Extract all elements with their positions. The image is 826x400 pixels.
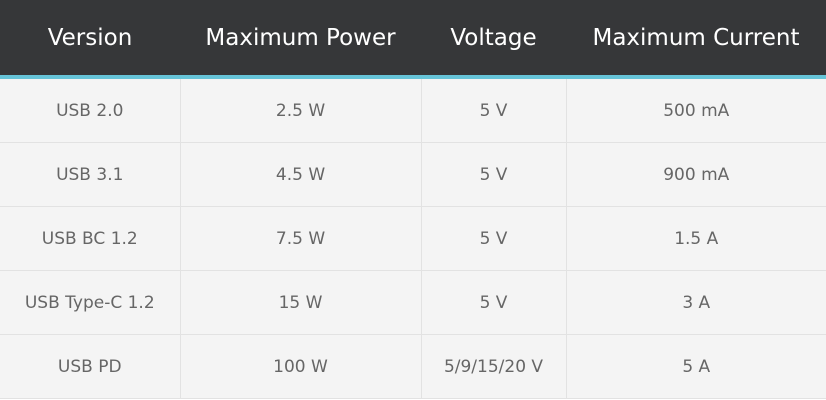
cell-maximum-power: 15 W: [179, 270, 422, 335]
cell-maximum-power: 2.5 W: [179, 77, 422, 143]
cell-maximum-current: 1.5 A: [565, 206, 826, 271]
header-row: Version Maximum Power Voltage Maximum Cu…: [0, 0, 826, 79]
cell-version: USB 2.0: [0, 77, 181, 143]
header-version: Version: [0, 0, 180, 79]
cell-voltage: 5 V: [420, 206, 567, 271]
cell-maximum-power: 100 W: [179, 334, 422, 399]
header-voltage: Voltage: [421, 0, 566, 79]
cell-version: USB 3.1: [0, 142, 181, 207]
cell-maximum-power: 7.5 W: [179, 206, 422, 271]
cell-maximum-current: 3 A: [565, 270, 826, 335]
cell-version: USB BC 1.2: [0, 206, 181, 271]
cell-voltage: 5 V: [420, 270, 567, 335]
cell-version: USB PD: [0, 334, 181, 399]
cell-voltage: 5 V: [420, 77, 567, 143]
cell-maximum-current: 900 mA: [565, 142, 826, 207]
header-maximum-power: Maximum Power: [180, 0, 421, 79]
cell-maximum-current: 5 A: [565, 334, 826, 399]
cell-voltage: 5/9/15/20 V: [420, 334, 567, 399]
cell-maximum-current: 500 mA: [565, 77, 826, 143]
header-maximum-current: Maximum Current: [566, 0, 826, 79]
cell-version: USB Type-C 1.2: [0, 270, 181, 335]
cell-voltage: 5 V: [420, 142, 567, 207]
cell-maximum-power: 4.5 W: [179, 142, 422, 207]
